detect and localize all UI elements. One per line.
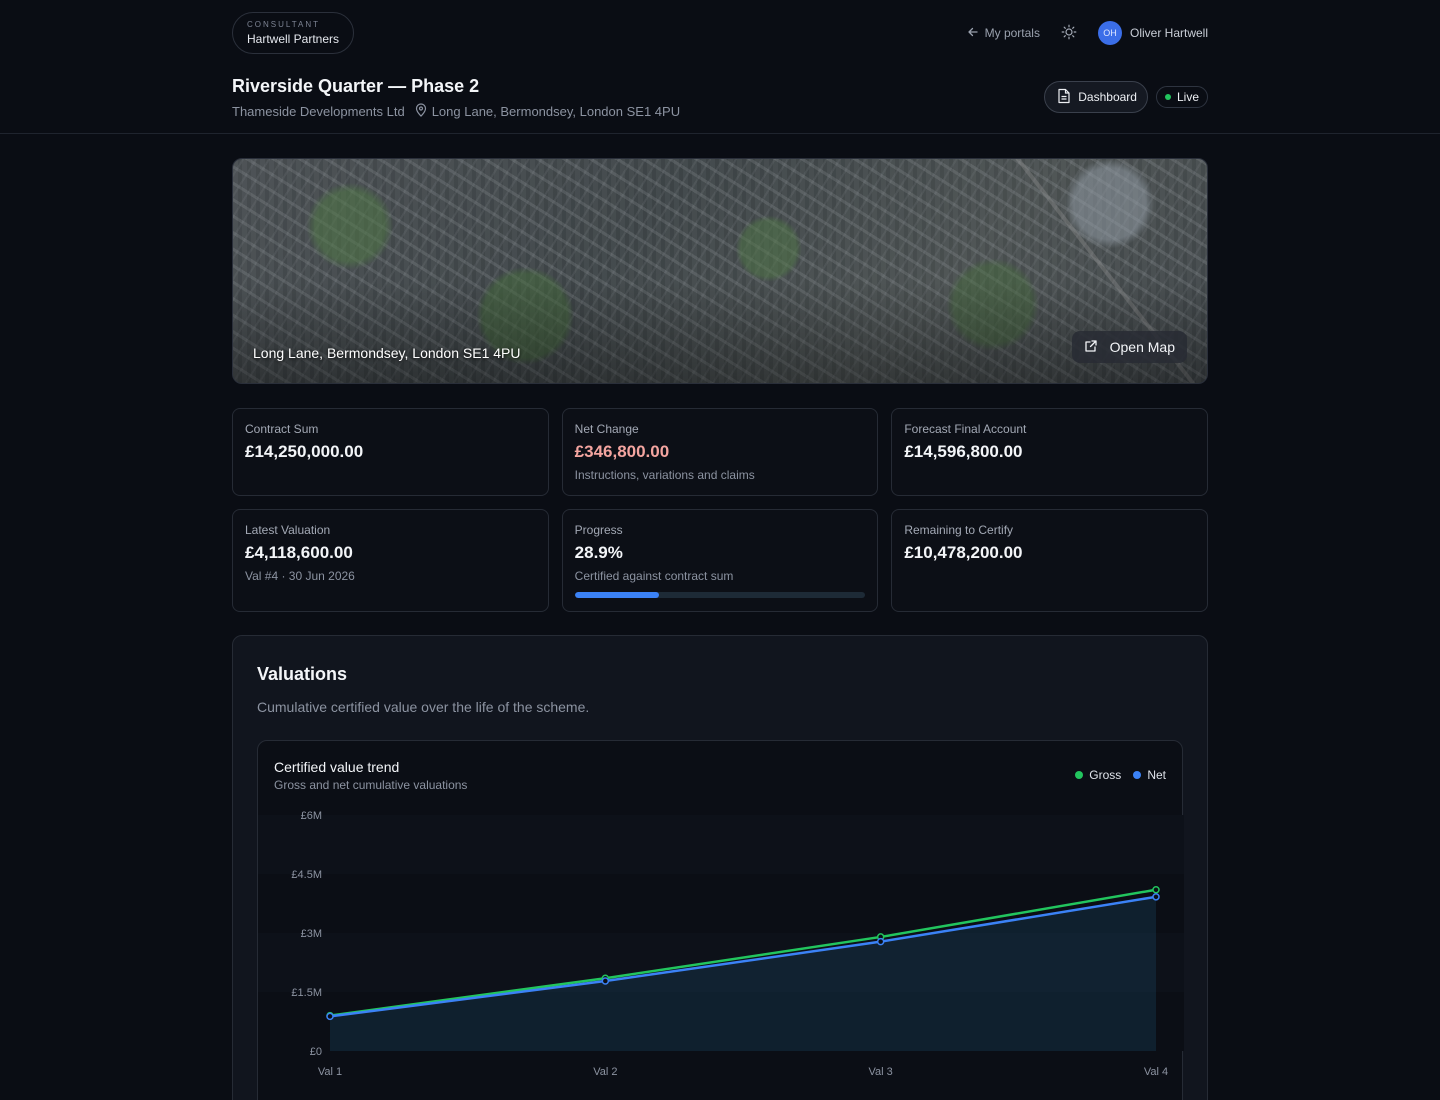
status-dot [1164,94,1171,100]
header-divider [0,133,1440,134]
chart-band [258,815,1184,874]
chart-band [258,874,1184,933]
progress-card: Progress 28.9% Certified against contrac… [561,509,879,612]
y-tick-label: £0 [310,1046,322,1058]
user-name: Oliver Hartwell [1129,26,1208,40]
project-location: Long Lane, Bermondsey, London SE1 4PU [415,103,680,120]
card-subtext: Certified against contract sum [574,569,734,583]
card-label: Net Change [574,422,639,436]
x-tick-label: Val 1 [318,1066,342,1078]
chart-canvas: £0 £1.5M £3M £4.5M £6M Val 1 Val 2 Val 3 Val 4 [258,810,1184,1078]
forecast-final-account-card: Forecast Final Account £14,596,800.00 [891,408,1208,496]
my-portals-label: My portals [984,26,1040,40]
status-label: Live [1176,90,1199,104]
x-tick-label: Val 4 [1144,1066,1168,1078]
data-point-gross [1152,885,1160,894]
y-tick-label: £6M [301,810,322,822]
project-meta: Thameside Developments Ltd Long Lane, Be… [232,103,680,120]
theme-toggle-button[interactable] [1060,24,1078,42]
legend-item-net[interactable]: Net [1133,768,1166,782]
top-nav: My portals OH Oliver Hartwell [967,21,1208,45]
latest-valuation-card: Latest Valuation £4,118,600.00 Val #4 · … [232,509,549,612]
progress-bar-fill [574,592,659,598]
user-menu[interactable]: OH Oliver Hartwell [1097,21,1208,45]
series-line-net [329,895,1157,1018]
data-point-net [326,1012,334,1021]
consultant-badge[interactable]: CONSULTANT Hartwell Partners [232,12,355,54]
consultant-kicker: CONSULTANT [247,20,321,29]
chart-band [258,933,1184,992]
project-header: Riverside Quarter — Phase 2 Thameside De… [232,76,1208,122]
section-description: Cumulative certified value over the life… [257,699,590,715]
dashboard-label: Dashboard [1078,90,1137,104]
card-label: Contract Sum [245,422,319,436]
net-area [330,896,1156,1051]
arrow-left-icon [967,26,979,41]
card-label: Latest Valuation [245,523,331,537]
legend-item-gross[interactable]: Gross [1075,768,1121,782]
legend-dot [1133,771,1142,779]
card-value: £346,800.00 [574,442,670,461]
card-value: £4,118,600.00 [245,543,353,562]
section-title: Valuations [257,664,348,684]
page-title: Riverside Quarter — Phase 2 [232,76,480,96]
legend-label: Gross [1089,768,1122,782]
remaining-to-certify-card: Remaining to Certify £10,478,200.00 [891,509,1208,612]
chart-subtitle: Gross and net cumulative valuations [274,778,468,792]
my-portals-link[interactable]: My portals [967,26,1040,41]
data-point-net [876,937,885,946]
consultant-name: Hartwell Partners [247,32,340,46]
top-bar: CONSULTANT Hartwell Partners My portals … [232,12,1208,54]
net-change-card: Net Change £346,800.00 Instructions, var… [561,408,879,496]
x-tick-label: Val 2 [593,1066,617,1078]
card-value: £14,250,000.00 [245,442,364,461]
map-address-label: Long Lane, Bermondsey, London SE1 4PU [253,345,521,361]
data-point-net [601,977,610,985]
y-tick-label: £1.5M [291,987,322,999]
chart-legend: Gross Net [1075,768,1166,782]
dashboard-button[interactable]: Dashboard [1044,81,1148,113]
client-name: Thameside Developments Ltd [232,104,405,119]
card-label: Forecast Final Account [904,422,1027,436]
valuations-panel: Valuations Cumulative certified value ov… [232,635,1208,1100]
contract-sum-card: Contract Sum £14,250,000.00 [232,408,549,496]
document-icon [1057,88,1071,107]
open-map-label: Open Map [1109,339,1175,355]
card-subtext: Val #4 · 30 Jun 2026 [245,569,355,583]
status-badge: Live [1155,86,1208,108]
header-actions: Dashboard Live [1044,76,1208,122]
stat-cards: Contract Sum £14,250,000.00 Net Change £… [232,408,1208,612]
y-tick-label: £3M [301,928,322,940]
card-value: £10,478,200.00 [904,543,1023,562]
open-map-button[interactable]: Open Map [1071,331,1187,363]
legend-dot [1075,771,1084,779]
certified-value-chart: £0 £1.5M £3M £4.5M £6M Val 1 Val 2 Val 3 Val 4 C… [257,740,1184,1100]
card-value: 28.9% [574,543,623,562]
card-label: Remaining to Certify [904,523,1014,537]
chart-title: Certified value trend [274,759,400,775]
series-line-gross [329,888,1157,1017]
card-subtext: Instructions, variations and claims [574,468,755,482]
map-pin-icon [415,103,427,120]
x-tick-label: Val 3 [869,1066,893,1078]
external-link-icon [1084,339,1098,356]
sun-icon [1061,24,1077,43]
data-point-net [1152,893,1160,901]
chart-band [258,992,1184,1051]
site-map[interactable]: Long Lane, Bermondsey, London SE1 4PU Op… [232,158,1208,384]
progress-bar [574,592,866,598]
y-tick-label: £4.5M [291,869,322,881]
card-label: Progress [574,523,623,537]
card-value: £14,596,800.00 [904,442,1023,461]
avatar: OH [1097,21,1122,45]
project-address: Long Lane, Bermondsey, London SE1 4PU [431,104,681,119]
legend-label: Net [1147,768,1166,782]
map-shade [233,159,1207,383]
